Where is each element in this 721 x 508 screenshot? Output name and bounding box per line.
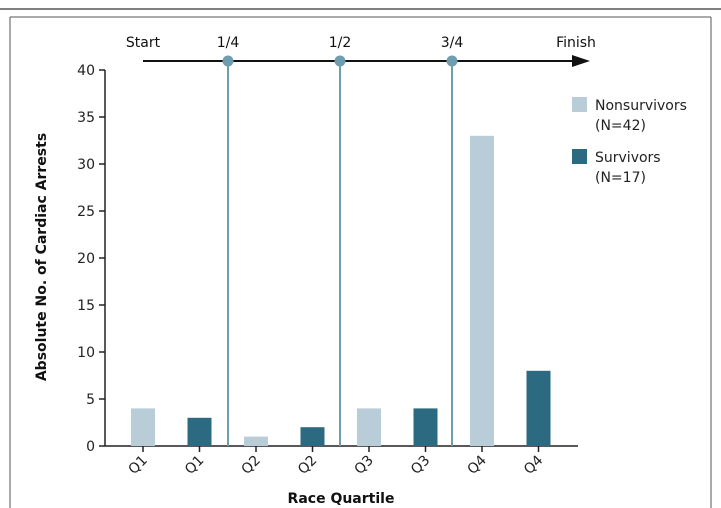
bar-survivors-q3 bbox=[413, 408, 438, 446]
bar-survivors-q2 bbox=[300, 427, 325, 446]
y-tick-label: 15 bbox=[77, 298, 95, 314]
y-tick-label: 35 bbox=[77, 110, 95, 126]
y-tick-label: 40 bbox=[77, 63, 95, 79]
legend: Nonsurvivors (N=42) Survivors (N=17) bbox=[572, 97, 687, 186]
progress-label: 1/2 bbox=[329, 35, 352, 51]
progress-label: 3/4 bbox=[441, 35, 464, 51]
progress-labels: Start 1/4 1/2 3/4 Finish bbox=[126, 35, 596, 51]
progress-marker-dot bbox=[334, 55, 346, 67]
x-tick-label: Q2 bbox=[295, 452, 320, 477]
x-axis-ticks: Q1 Q1 Q2 Q2 Q3 Q3 Q4 Q4 bbox=[125, 446, 546, 478]
x-tick-label: Q4 bbox=[521, 452, 546, 477]
y-tick-label: 5 bbox=[86, 392, 95, 408]
bar-nonsurvivors-q4 bbox=[470, 135, 494, 447]
bars bbox=[131, 135, 551, 447]
progress-marker-dot bbox=[446, 55, 458, 67]
y-axis-ticks: 0 5 10 15 20 25 30 35 40 bbox=[77, 63, 105, 455]
progress-label: Finish bbox=[556, 35, 596, 51]
x-tick-label: Q3 bbox=[351, 452, 376, 477]
y-tick-label: 0 bbox=[86, 439, 95, 455]
progress-marker-dot bbox=[222, 55, 234, 67]
progress-arrow-head bbox=[572, 55, 590, 67]
x-tick-label: Q4 bbox=[464, 452, 489, 477]
legend-count: (N=42) bbox=[595, 118, 646, 134]
legend-label: Survivors bbox=[595, 150, 661, 166]
x-tick-label: Q1 bbox=[125, 452, 150, 477]
y-tick-label: 30 bbox=[77, 157, 95, 173]
x-tick-label: Q1 bbox=[182, 452, 207, 477]
x-tick-label: Q2 bbox=[238, 452, 263, 477]
y-tick-label: 25 bbox=[77, 204, 95, 220]
legend-swatch-nonsurvivors bbox=[572, 97, 587, 112]
bar-survivors-q1 bbox=[187, 417, 212, 446]
bar-nonsurvivors-q1 bbox=[131, 408, 155, 446]
bar-nonsurvivors-q2 bbox=[244, 436, 268, 446]
legend-label: Nonsurvivors bbox=[595, 98, 687, 114]
y-axis-title: Absolute No. of Cardiac Arrests bbox=[34, 133, 50, 381]
progress-label: 1/4 bbox=[217, 35, 240, 51]
legend-swatch-survivors bbox=[572, 149, 587, 164]
x-axis-title: Race Quartile bbox=[288, 491, 395, 507]
y-tick-label: 20 bbox=[77, 251, 95, 267]
y-tick-label: 10 bbox=[77, 345, 95, 361]
bar-survivors-q4 bbox=[526, 370, 551, 446]
progress-label: Start bbox=[126, 35, 161, 51]
x-tick-label: Q3 bbox=[408, 452, 433, 477]
legend-count: (N=17) bbox=[595, 170, 646, 186]
progress-markers bbox=[222, 55, 458, 446]
bar-nonsurvivors-q3 bbox=[357, 408, 381, 446]
